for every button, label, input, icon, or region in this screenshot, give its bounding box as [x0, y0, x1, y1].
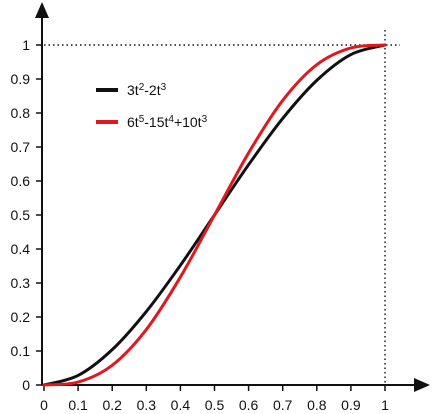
y-tick-label: 0.8: [11, 105, 31, 121]
x-axis-arrow: [414, 378, 430, 392]
legend-label-1: 3t2-2t3: [127, 82, 167, 99]
legend: 3t2-2t3 6t5-15t4+10t3: [96, 82, 208, 131]
y-axis-arrow: [35, 2, 49, 18]
x-tick-label: 0.5: [205, 397, 225, 413]
x-tick-label: 1: [381, 397, 389, 413]
y-tick-label: 0.4: [11, 241, 31, 257]
x-tick-label: 0.3: [137, 397, 157, 413]
y-tick-label: 0: [22, 377, 30, 393]
x-ticks: 0 0.1 0.2 0.3 0.4 0.5 0.6 0.7 0.8 0.9 1: [40, 385, 389, 413]
y-tick-label: 0.1: [11, 343, 31, 359]
y-tick-label: 1: [22, 37, 30, 53]
x-tick-label: 0.8: [307, 397, 327, 413]
x-tick-label: 0.6: [239, 397, 259, 413]
y-tick-label: 0.2: [11, 309, 31, 325]
series-line-2: [42, 43, 387, 387]
x-tick-label: 0.1: [68, 397, 88, 413]
y-tick-label: 0.9: [11, 71, 31, 87]
axes: [35, 2, 430, 392]
series-lines: [42, 43, 387, 387]
x-tick-label: 0.4: [171, 397, 191, 413]
y-ticks: 0 0.1 0.2 0.3 0.4 0.5 0.6 0.7 0.8 0.9 1: [11, 37, 42, 393]
y-tick-label: 0.3: [11, 275, 31, 291]
x-tick-label: 0.9: [341, 397, 361, 413]
x-tick-label: 0.2: [102, 397, 122, 413]
y-tick-label: 0.5: [11, 207, 31, 223]
x-tick-label: 0: [40, 397, 48, 413]
legend-label-2: 6t5-15t4+10t3: [127, 114, 208, 131]
x-tick-label: 0.7: [273, 397, 293, 413]
y-tick-label: 0.7: [11, 139, 31, 155]
reference-lines: [44, 30, 400, 385]
y-tick-label: 0.6: [11, 173, 31, 189]
